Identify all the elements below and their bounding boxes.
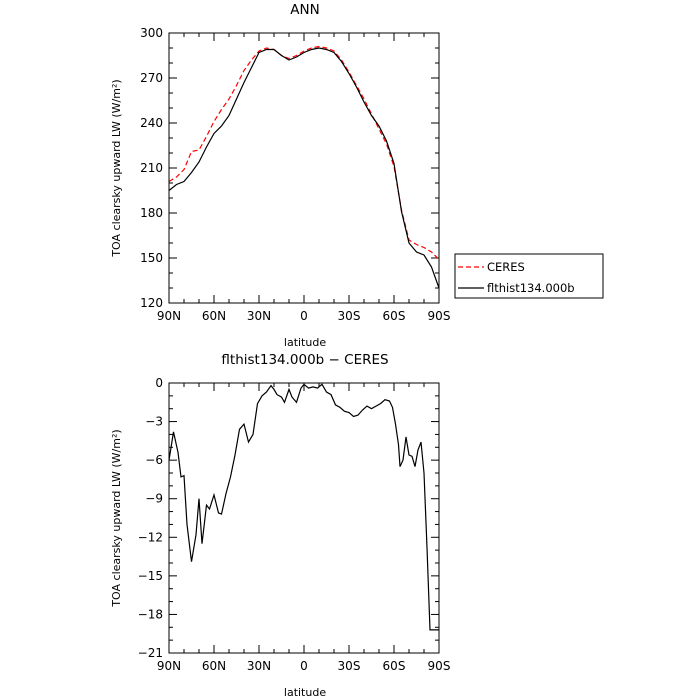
bottom-x-tick-label: 30S	[338, 659, 361, 673]
legend-box	[454, 253, 604, 299]
top-series-lines	[168, 45, 440, 289]
top-series-line-flthist134-000b	[168, 47, 440, 289]
bottom-y-tick-label: −18	[138, 607, 163, 621]
top-x-tick-label: 30S	[338, 309, 361, 323]
bottom-y-tick-label: −12	[138, 530, 163, 544]
top-y-tick-label: 180	[140, 206, 163, 220]
bottom-x-tick-label: 90S	[428, 659, 451, 673]
bottom-y-tick-label: −21	[138, 646, 163, 660]
legend: CERES flthist134.000b	[454, 253, 604, 299]
bottom-y-tick-label: 0	[155, 376, 163, 390]
top-x-tick-label: 60S	[383, 309, 406, 323]
bottom-x-axis-title: latitude	[284, 686, 326, 699]
bottom-x-tick-label: 30N	[247, 659, 271, 673]
top-x-tick-label: 60N	[202, 309, 226, 323]
top-x-axis-title: latitude	[284, 336, 326, 349]
top-y-tick-label: 150	[140, 251, 163, 265]
top-series-line-ceres	[168, 45, 440, 260]
bottom-axis-ticks: 90N 60N 30N 0 30S 60S 90S −21 −18 −15 −12 −9 −6 −3 0	[138, 376, 451, 673]
top-x-tick-label: 90N	[157, 309, 181, 323]
top-y-tick-label: 240	[140, 116, 163, 130]
bottom-series-line-difference	[168, 383, 439, 631]
top-y-tick-label: 270	[140, 71, 163, 85]
bottom-plot-frame	[168, 382, 440, 654]
bottom-x-tick-label: 60N	[202, 659, 226, 673]
bottom-x-tick-label: 60S	[383, 659, 406, 673]
top-panel: ANN TOA clearsky upward LW (W/m²) latitu…	[110, 2, 450, 349]
top-y-tick-label: 300	[140, 26, 163, 40]
top-x-tick-label: 0	[300, 309, 308, 323]
top-y-tick-label: 210	[140, 161, 163, 175]
bottom-x-tick-label: 90N	[157, 659, 181, 673]
top-chart-title: ANN	[290, 2, 319, 18]
bottom-x-tick-label: 0	[300, 659, 308, 673]
bottom-y-tick-label: −6	[145, 453, 163, 467]
bottom-y-tick-label: −15	[138, 569, 163, 583]
bottom-y-tick-label: −9	[145, 492, 163, 506]
top-y-tick-label: 120	[140, 296, 163, 310]
top-x-tick-label: 90S	[428, 309, 451, 323]
bottom-y-tick-label: −3	[145, 415, 163, 429]
top-y-axis-title: TOA clearsky upward LW (W/m²)	[110, 79, 123, 257]
top-x-tick-label: 30N	[247, 309, 271, 323]
top-plot-frame	[168, 32, 440, 304]
top-axis-ticks: 90N 60N 30N 0 30S 60S 90S 120 150 180 210 240 270 300	[140, 26, 450, 323]
bottom-panel: flthist134.000b − CERES TOA clearsky upw…	[110, 352, 450, 699]
legend-label-ceres: CERES	[487, 260, 525, 274]
bottom-y-axis-title: TOA clearsky upward LW (W/m²)	[110, 429, 123, 607]
bottom-chart-title: flthist134.000b − CERES	[221, 352, 388, 368]
bottom-series-lines	[168, 383, 439, 631]
legend-label-model: flthist134.000b	[487, 281, 575, 295]
